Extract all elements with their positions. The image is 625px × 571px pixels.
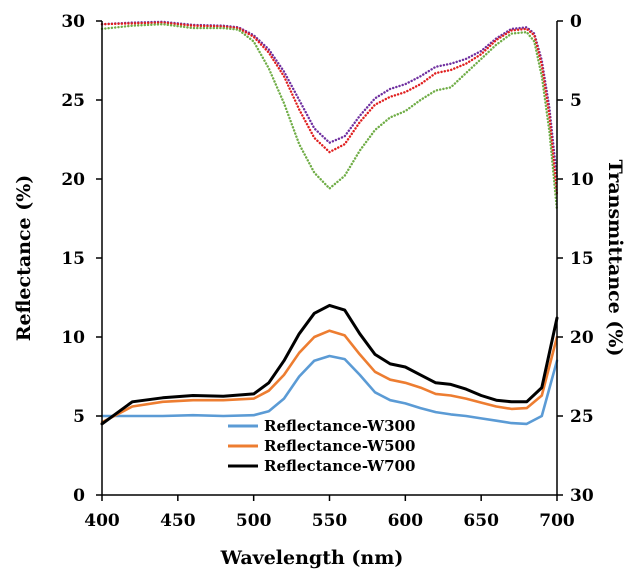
x-tick-label: 500 [236,511,272,531]
x-tick-label: 700 [539,511,575,531]
y-tick-label: 20 [61,170,85,190]
x-tick-label: 450 [160,511,196,531]
legend-label: Reflectance-W500 [264,437,415,455]
series-line-4 [100,20,559,181]
y2-axis-title: Transmittance (%) [604,160,625,357]
x-axis-title: Wavelength (nm) [220,547,404,569]
x-tick-label: 400 [84,511,120,531]
y2-tick-label: 20 [570,328,594,348]
y2-tick-label: 10 [570,170,594,190]
y2-tick-label: 0 [570,12,582,32]
y-tick-label: 5 [73,407,85,427]
legend: Reflectance-W300 Reflectance-W500 Reflecta… [228,417,415,475]
y-tick-label: 0 [73,486,85,506]
plot-lines [100,20,559,426]
y2-tick-label: 30 [570,486,594,506]
y-tick-label: 10 [61,328,85,348]
legend-label: Reflectance-W300 [264,417,415,435]
y-axis-title: Reflectance (%) [13,175,35,342]
series-line-6 [100,23,559,212]
series-line-2 [100,329,559,424]
y2-tick-label: 15 [570,249,594,269]
y-tick-label: 25 [61,91,85,111]
series-line-1 [100,354,559,426]
series-line-5 [100,21,559,196]
legend-label: Reflectance-W700 [264,457,415,475]
y-tick-label: 15 [61,249,85,269]
axes [96,20,563,501]
y-tick-label: 30 [61,12,85,32]
series-line-3 [100,303,559,426]
y2-tick-label: 25 [570,407,594,427]
y2-tick-label: 5 [570,91,582,111]
x-tick-label: 550 [312,511,348,531]
x-tick-label: 600 [388,511,424,531]
tick-labels: 400 450 500 550 600 650 700 0 5 10 15 20 25 30 0 5 10 15 2… [61,12,594,531]
x-tick-label: 650 [463,511,499,531]
